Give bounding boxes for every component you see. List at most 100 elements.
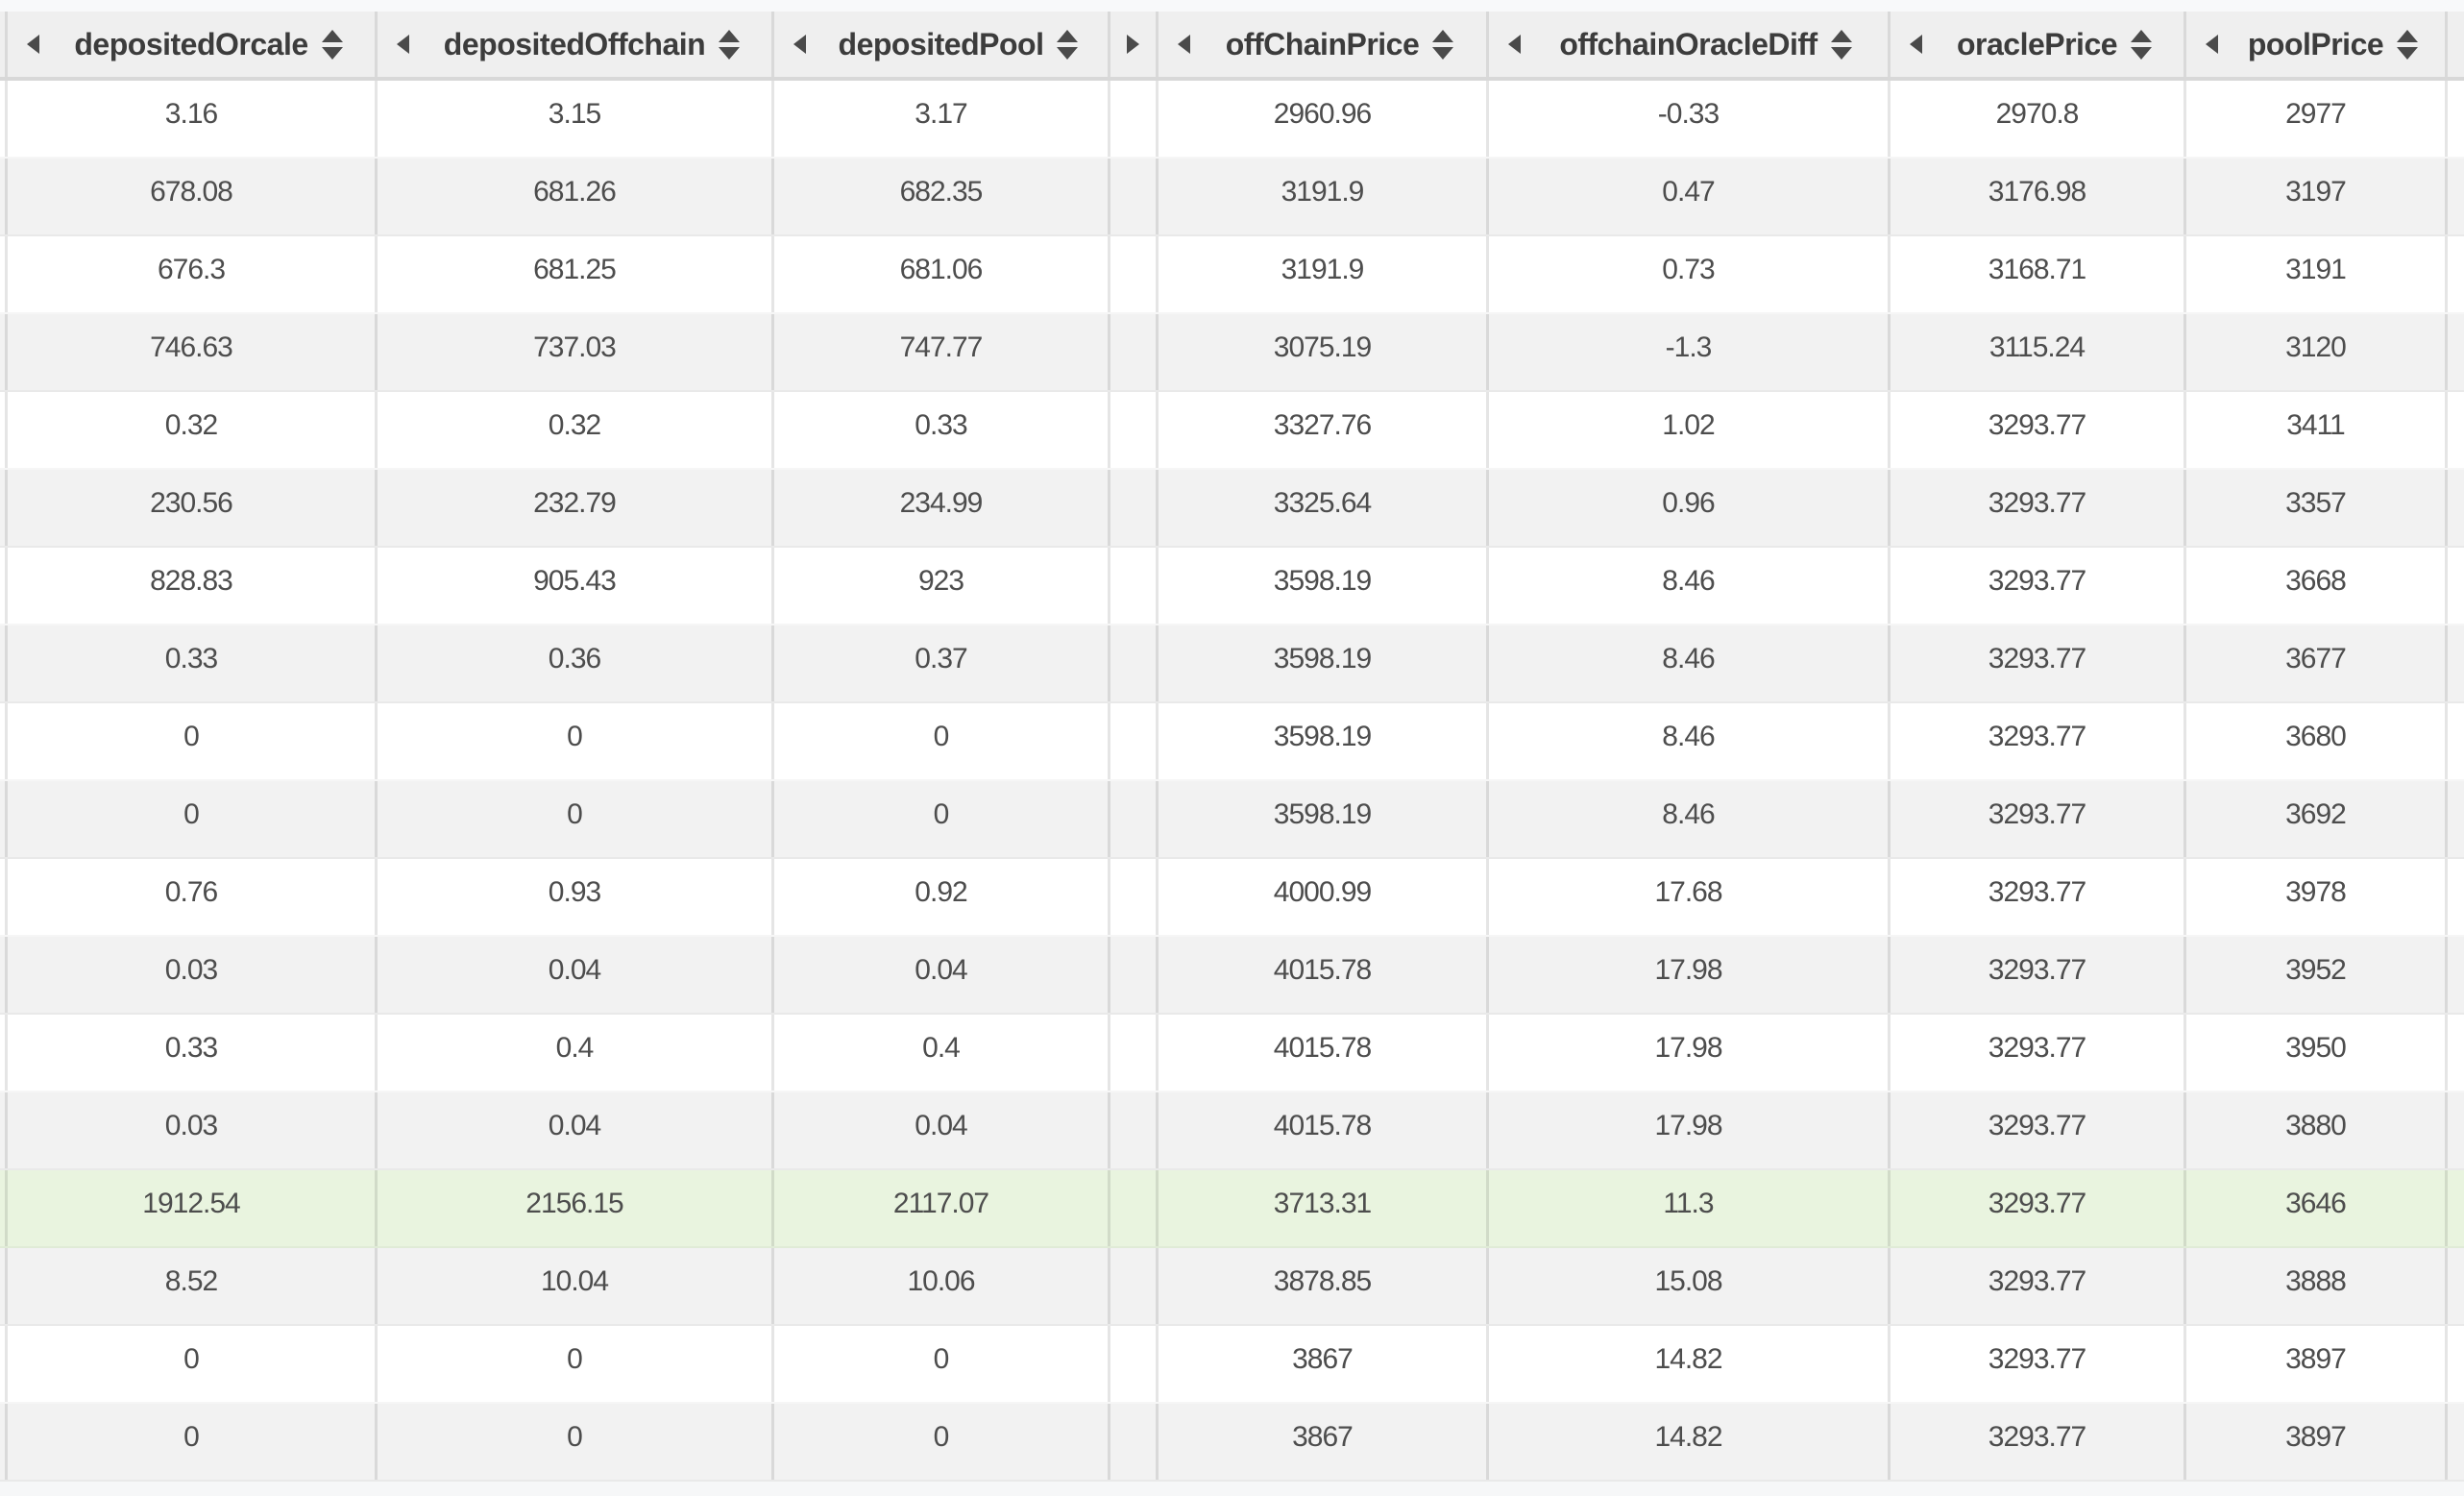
table-cell-oraclePrice[interactable]: 3293.77 (1891, 781, 2186, 857)
column-header-poolPrice[interactable]: poolPrice (2186, 12, 2448, 77)
table-cell-offChainPrice[interactable]: 2960.96 (1159, 81, 1489, 157)
table-cell-depositedOffchain[interactable]: 0 (378, 1404, 774, 1480)
table-cell-oraclePrice[interactable]: 3293.77 (1891, 859, 2186, 935)
table-cell-oraclePrice[interactable]: 3168.71 (1891, 236, 2186, 312)
table-cell-depositedOrcale[interactable]: 678.08 (8, 159, 378, 234)
table-cell-offchainOracleDiff[interactable]: 17.98 (1489, 1092, 1891, 1168)
collapse-left-icon[interactable] (397, 35, 409, 54)
table-cell-depositedOffchain[interactable]: 0 (378, 703, 774, 779)
table-cell-offChainPrice[interactable]: 3867 (1159, 1326, 1489, 1402)
column-header-depositedOrcale[interactable]: depositedOrcale (8, 12, 378, 77)
table-cell-depositedPool[interactable]: 2117.07 (774, 1170, 1110, 1246)
table-cell-offchainOracleDiff[interactable]: 8.46 (1489, 703, 1891, 779)
collapse-left-icon[interactable] (2206, 35, 2218, 54)
table-cell-depositedPool[interactable]: 0.37 (774, 625, 1110, 701)
collapsed-column[interactable] (1110, 12, 1159, 77)
sort-icon[interactable] (1432, 29, 1454, 60)
table-cell-offchainOracleDiff[interactable]: 0.47 (1489, 159, 1891, 234)
table-cell-poolPrice[interactable]: 3897 (2186, 1404, 2448, 1480)
table-cell-depositedOffchain[interactable]: 0.93 (378, 859, 774, 935)
table-cell-poolPrice[interactable]: 3897 (2186, 1326, 2448, 1402)
table-cell-offchainOracleDiff[interactable]: 15.08 (1489, 1248, 1891, 1324)
table-cell-oraclePrice[interactable]: 3293.77 (1891, 1092, 2186, 1168)
table-cell-depositedPool[interactable]: 681.06 (774, 236, 1110, 312)
table-cell-oraclePrice[interactable]: 3293.77 (1891, 1326, 2186, 1402)
table-cell-depositedOffchain[interactable]: 0.04 (378, 937, 774, 1013)
table-cell-depositedPool[interactable]: 747.77 (774, 314, 1110, 390)
table-cell-offchainOracleDiff[interactable]: 8.46 (1489, 548, 1891, 624)
table-cell-depositedOrcale[interactable]: 0.33 (8, 1015, 378, 1091)
table-cell-depositedPool[interactable]: 0.4 (774, 1015, 1110, 1091)
table-cell-depositedOffchain[interactable]: 10.04 (378, 1248, 774, 1324)
table-cell-depositedOffchain[interactable]: 0.32 (378, 392, 774, 468)
table-cell-poolPrice[interactable]: 3888 (2186, 1248, 2448, 1324)
table-cell-offChainPrice[interactable]: 4015.78 (1159, 1092, 1489, 1168)
column-header-depositedPool[interactable]: depositedPool (774, 12, 1110, 77)
table-cell-offChainPrice[interactable]: 3598.19 (1159, 703, 1489, 779)
column-header-depositedOffchain[interactable]: depositedOffchain (378, 12, 774, 77)
table-cell-oraclePrice[interactable]: 3293.77 (1891, 1248, 2186, 1324)
table-cell-oraclePrice[interactable]: 3293.77 (1891, 548, 2186, 624)
table-cell-depositedOrcale[interactable]: 0.76 (8, 859, 378, 935)
table-cell-poolPrice[interactable]: 3692 (2186, 781, 2448, 857)
table-cell-depositedOrcale[interactable]: 0 (8, 1404, 378, 1480)
table-cell-poolPrice[interactable]: 3950 (2186, 1015, 2448, 1091)
table-cell-depositedOrcale[interactable]: 0.33 (8, 625, 378, 701)
table-cell-offchainOracleDiff[interactable]: 8.46 (1489, 781, 1891, 857)
table-cell-offchainOracleDiff[interactable]: 17.98 (1489, 937, 1891, 1013)
table-cell-depositedPool[interactable]: 682.35 (774, 159, 1110, 234)
collapse-left-icon[interactable] (1508, 35, 1521, 54)
table-cell-offchainOracleDiff[interactable]: 11.3 (1489, 1170, 1891, 1246)
table-cell-depositedOrcale[interactable]: 3.16 (8, 81, 378, 157)
table-cell-offChainPrice[interactable]: 3327.76 (1159, 392, 1489, 468)
table-cell-offChainPrice[interactable]: 3075.19 (1159, 314, 1489, 390)
table-cell-depositedPool[interactable]: 0.33 (774, 392, 1110, 468)
table-cell-oraclePrice[interactable]: 3293.77 (1891, 1015, 2186, 1091)
table-cell-depositedOffchain[interactable]: 232.79 (378, 470, 774, 546)
table-cell-offchainOracleDiff[interactable]: 17.98 (1489, 1015, 1891, 1091)
table-cell-oraclePrice[interactable]: 3115.24 (1891, 314, 2186, 390)
table-cell-depositedOffchain[interactable]: 905.43 (378, 548, 774, 624)
table-cell-poolPrice[interactable]: 3952 (2186, 937, 2448, 1013)
sort-icon[interactable] (2397, 29, 2419, 60)
table-cell-depositedPool[interactable]: 0 (774, 781, 1110, 857)
sort-icon[interactable] (2131, 29, 2153, 60)
table-cell-offchainOracleDiff[interactable]: 17.68 (1489, 859, 1891, 935)
table-cell-offchainOracleDiff[interactable]: 14.82 (1489, 1326, 1891, 1402)
table-cell-depositedOffchain[interactable]: 3.15 (378, 81, 774, 157)
table-cell-depositedPool[interactable]: 0.04 (774, 1092, 1110, 1168)
table-cell-offChainPrice[interactable]: 3867 (1159, 1404, 1489, 1480)
table-cell-depositedPool[interactable]: 0 (774, 703, 1110, 779)
table-cell-offchainOracleDiff[interactable]: 0.96 (1489, 470, 1891, 546)
table-cell-depositedOrcale[interactable]: 0.03 (8, 1092, 378, 1168)
table-cell-offChainPrice[interactable]: 3191.9 (1159, 159, 1489, 234)
table-cell-poolPrice[interactable]: 3668 (2186, 548, 2448, 624)
table-cell-offChainPrice[interactable]: 3713.31 (1159, 1170, 1489, 1246)
table-cell-poolPrice[interactable]: 3197 (2186, 159, 2448, 234)
table-cell-depositedOrcale[interactable]: 828.83 (8, 548, 378, 624)
table-cell-poolPrice[interactable]: 3880 (2186, 1092, 2448, 1168)
table-cell-offChainPrice[interactable]: 3598.19 (1159, 781, 1489, 857)
table-cell-offchainOracleDiff[interactable]: -1.3 (1489, 314, 1891, 390)
table-cell-poolPrice[interactable]: 3677 (2186, 625, 2448, 701)
sort-icon[interactable] (719, 29, 741, 60)
table-cell-oraclePrice[interactable]: 3293.77 (1891, 1170, 2186, 1246)
table-cell-offchainOracleDiff[interactable]: 14.82 (1489, 1404, 1891, 1480)
table-cell-oraclePrice[interactable]: 3293.77 (1891, 392, 2186, 468)
table-cell-offChainPrice[interactable]: 3191.9 (1159, 236, 1489, 312)
table-cell-depositedPool[interactable]: 923 (774, 548, 1110, 624)
table-cell-depositedOrcale[interactable]: 676.3 (8, 236, 378, 312)
table-cell-depositedPool[interactable]: 0.04 (774, 937, 1110, 1013)
table-cell-depositedPool[interactable]: 3.17 (774, 81, 1110, 157)
table-cell-depositedOffchain[interactable]: 2156.15 (378, 1170, 774, 1246)
table-cell-depositedPool[interactable]: 0.92 (774, 859, 1110, 935)
table-cell-depositedOrcale[interactable]: 0 (8, 1326, 378, 1402)
table-cell-poolPrice[interactable]: 3120 (2186, 314, 2448, 390)
table-cell-oraclePrice[interactable]: 3176.98 (1891, 159, 2186, 234)
table-cell-depositedPool[interactable]: 234.99 (774, 470, 1110, 546)
table-cell-poolPrice[interactable]: 3978 (2186, 859, 2448, 935)
table-cell-oraclePrice[interactable]: 3293.77 (1891, 470, 2186, 546)
table-cell-depositedOrcale[interactable]: 746.63 (8, 314, 378, 390)
table-cell-depositedPool[interactable]: 0 (774, 1326, 1110, 1402)
table-cell-offChainPrice[interactable]: 3598.19 (1159, 625, 1489, 701)
